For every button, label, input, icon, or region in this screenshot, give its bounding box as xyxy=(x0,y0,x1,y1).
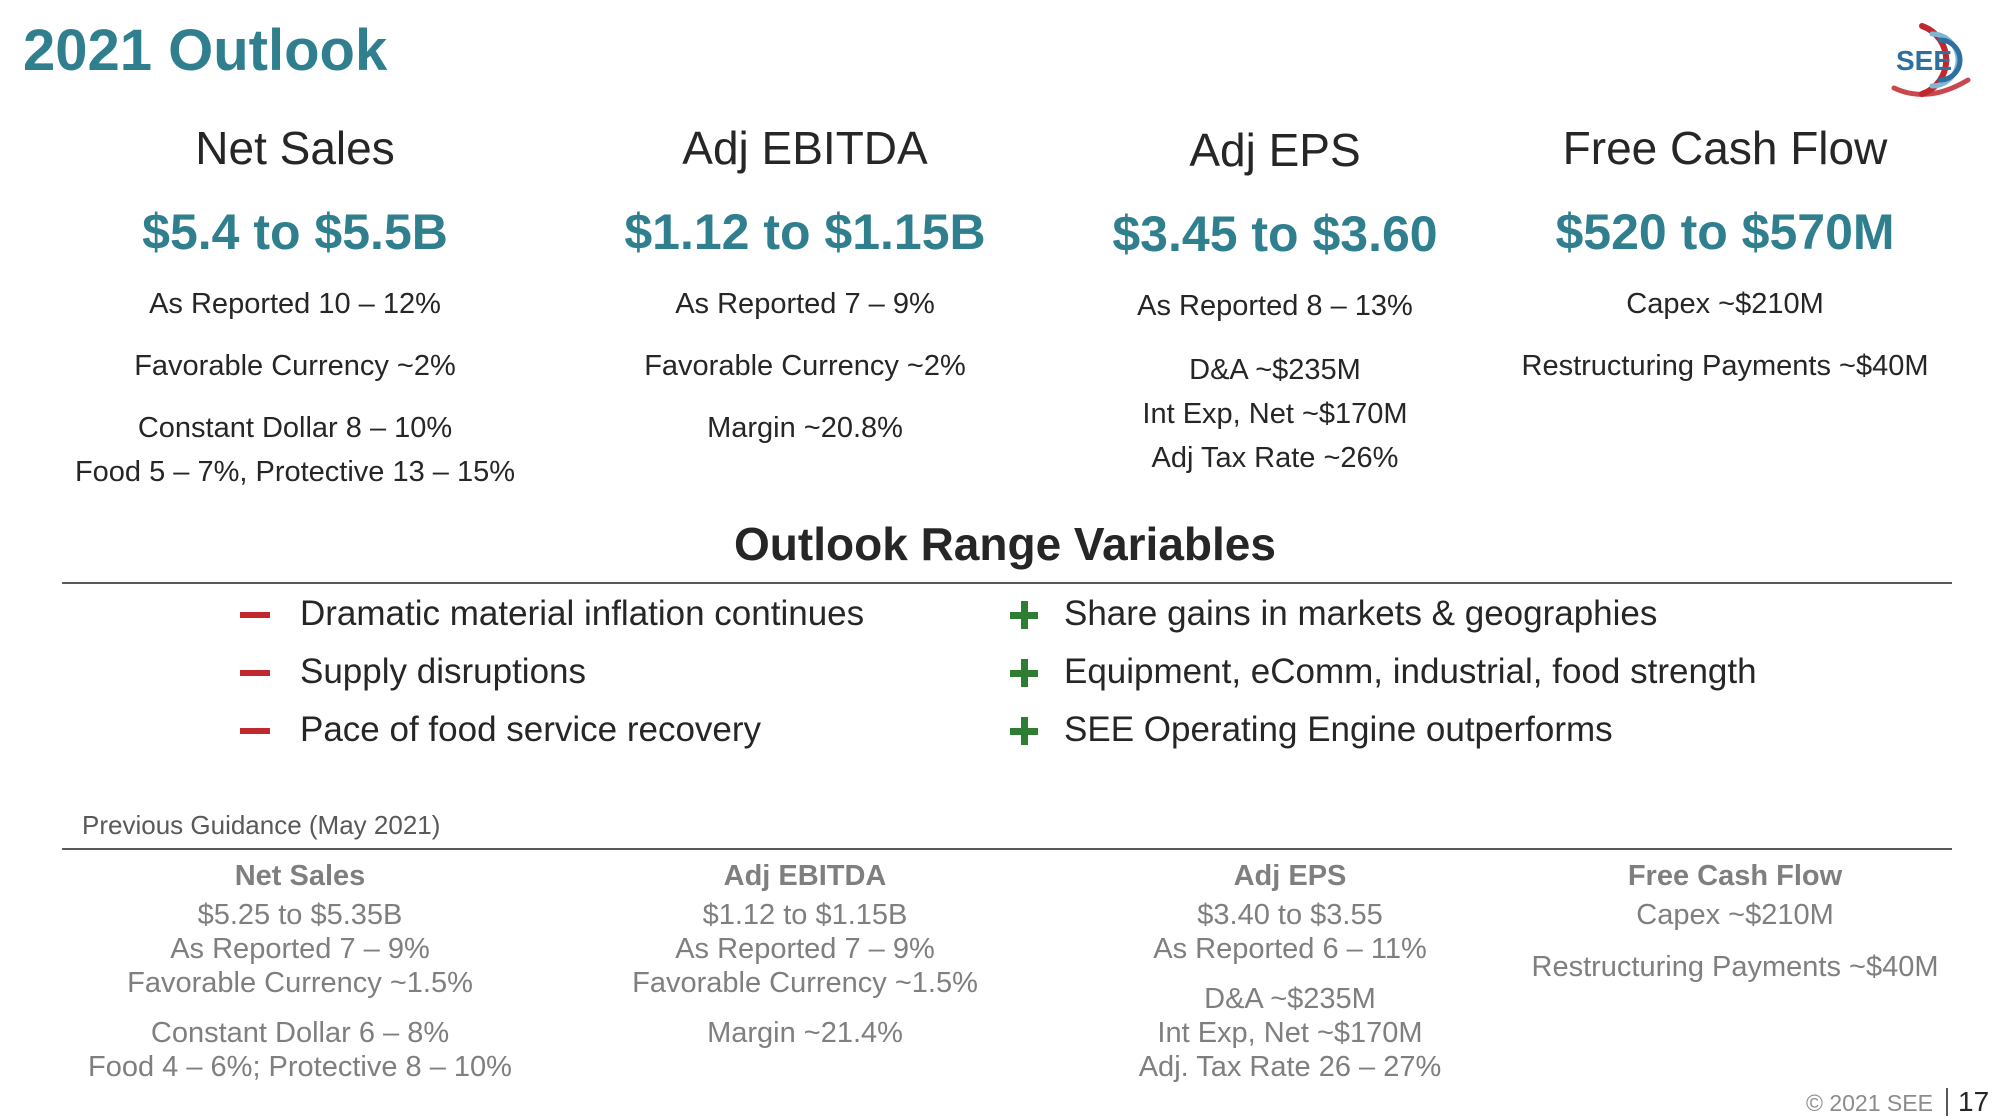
previous-line: $5.25 to $5.35B xyxy=(197,899,403,931)
risk-item: Supply disruptions xyxy=(300,652,586,691)
previous-line: As Reported 7 – 9% xyxy=(170,933,430,965)
detail-line: Restructuring Payments ~$40M xyxy=(1521,350,1929,382)
detail-line: Adj Tax Rate ~26% xyxy=(1151,442,1399,474)
plus-icon xyxy=(1010,601,1038,629)
detail-line: As Reported 7 – 9% xyxy=(675,288,935,320)
outlook-free-cash-flow: Free Cash Flow $520 to $570M Capex ~$210… xyxy=(1490,120,1960,500)
detail-line: Constant Dollar 8 – 10% xyxy=(137,412,453,444)
divider xyxy=(62,582,1952,584)
copyright-notice: © 2021 SEE xyxy=(1806,1090,1933,1116)
detail-line: As Reported 8 – 13% xyxy=(1137,290,1413,322)
upside-item: Share gains in markets & geographies xyxy=(1064,594,1658,633)
previous-metric-name: Adj EPS xyxy=(1233,860,1347,892)
logo-text: SEE xyxy=(1896,45,1952,76)
plus-icon xyxy=(1010,717,1038,745)
see-logo-mark: SEE xyxy=(1891,23,1971,97)
upside-item: SEE Operating Engine outperforms xyxy=(1064,710,1613,749)
previous-metric-name: Adj EBITDA xyxy=(723,860,887,892)
previous-line: Constant Dollar 6 – 8% xyxy=(150,1017,450,1049)
previous-metric-name: Free Cash Flow xyxy=(1627,860,1843,892)
upside-item: Equipment, eComm, industrial, food stren… xyxy=(1064,652,1757,691)
metric-value: $520 to $570M xyxy=(1555,204,1895,260)
metric-name: Net Sales xyxy=(195,122,395,174)
range-variables-title: Outlook Range Variables xyxy=(734,518,1276,570)
page-number: 17 xyxy=(1958,1086,1990,1117)
previous-metric-name: Net Sales xyxy=(234,860,366,892)
page-number-separator xyxy=(1946,1088,1948,1116)
previous-guidance-label: Previous Guidance (May 2021) xyxy=(82,810,441,840)
detail-line: Favorable Currency ~2% xyxy=(644,350,966,382)
divider xyxy=(62,848,1952,850)
previous-adj-eps: Adj EPS $3.40 to $3.55 As Reported 6 – 1… xyxy=(1080,858,1500,1098)
detail-line: Int Exp, Net ~$170M xyxy=(1142,398,1408,430)
plus-icon xyxy=(1010,659,1038,687)
previous-line: As Reported 7 – 9% xyxy=(675,933,935,965)
previous-line: D&A ~$235M xyxy=(1204,983,1376,1015)
metric-name: Free Cash Flow xyxy=(1562,122,1888,174)
metric-name: Adj EPS xyxy=(1189,124,1361,176)
outlook-adj-ebitda: Adj EBITDA $1.12 to $1.15B As Reported 7… xyxy=(550,120,1060,500)
detail-line: Margin ~20.8% xyxy=(707,412,903,444)
see-logo: SEE xyxy=(1888,18,1988,102)
previous-line: Food 4 – 6%; Protective 8 – 10% xyxy=(88,1051,512,1083)
previous-line: Capex ~$210M xyxy=(1636,899,1834,931)
previous-line: Adj. Tax Rate 26 – 27% xyxy=(1138,1051,1442,1083)
detail-line: Food 5 – 7%, Protective 13 – 15% xyxy=(74,456,516,488)
detail-line: D&A ~$235M xyxy=(1189,354,1361,386)
detail-line: Favorable Currency ~2% xyxy=(134,350,456,382)
previous-line: Favorable Currency ~1.5% xyxy=(127,967,473,999)
metric-name: Adj EBITDA xyxy=(682,122,928,174)
risk-item: Pace of food service recovery xyxy=(300,710,762,749)
outlook-adj-eps: Adj EPS $3.45 to $3.60 As Reported 8 – 1… xyxy=(1060,120,1490,500)
outlook-net-sales: Net Sales $5.4 to $5.5B As Reported 10 –… xyxy=(40,120,550,500)
previous-line: Margin ~21.4% xyxy=(707,1017,903,1049)
metric-value: $3.45 to $3.60 xyxy=(1112,206,1438,262)
minus-icon xyxy=(240,670,270,676)
previous-free-cash-flow: Free Cash Flow Capex ~$210M Restructurin… xyxy=(1500,858,1970,1098)
slide-title: 2021 Outlook xyxy=(23,18,388,83)
metric-value: $1.12 to $1.15B xyxy=(624,204,986,260)
risk-item: Dramatic material inflation continues xyxy=(300,594,865,633)
previous-net-sales: Net Sales $5.25 to $5.35B As Reported 7 … xyxy=(40,858,560,1098)
previous-line: $3.40 to $3.55 xyxy=(1197,899,1383,931)
detail-line: Capex ~$210M xyxy=(1626,288,1824,320)
metric-value: $5.4 to $5.5B xyxy=(142,204,448,260)
minus-icon xyxy=(240,612,270,618)
previous-adj-ebitda: Adj EBITDA $1.12 to $1.15B As Reported 7… xyxy=(560,858,1050,1098)
previous-line: As Reported 6 – 11% xyxy=(1153,933,1427,965)
minus-icon xyxy=(240,728,270,734)
previous-line: $1.12 to $1.15B xyxy=(702,899,908,931)
previous-line: Favorable Currency ~1.5% xyxy=(632,967,978,999)
previous-line: Restructuring Payments ~$40M xyxy=(1531,951,1939,983)
previous-line: Int Exp, Net ~$170M xyxy=(1157,1017,1423,1049)
detail-line: As Reported 10 – 12% xyxy=(149,288,441,320)
